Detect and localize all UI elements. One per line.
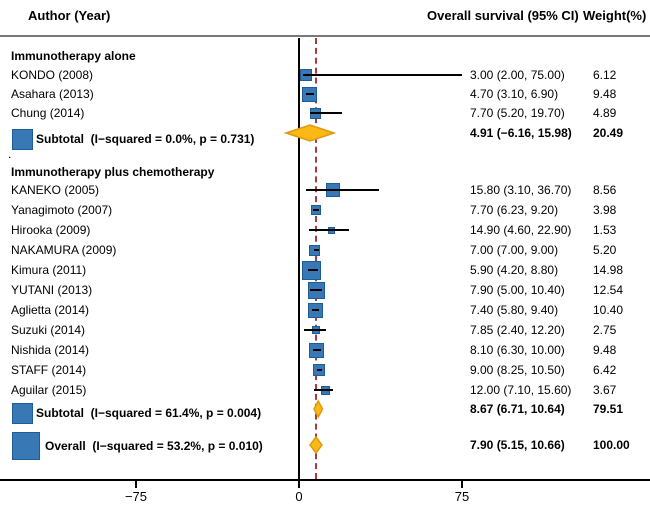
ci-line <box>314 249 319 251</box>
diamond-shape <box>309 435 324 455</box>
weight-text: 14.98 <box>593 263 624 277</box>
ci-line <box>311 309 320 311</box>
ci-line <box>305 93 314 95</box>
study-label: Aglietta (2014) <box>11 303 90 317</box>
study-label: Nishida (2014) <box>11 343 90 357</box>
header-divider-line <box>0 35 650 37</box>
overall-effect-text: 7.90 (5.15, 10.66) <box>470 438 565 452</box>
study-label: Asahara (2013) <box>11 87 94 101</box>
weight-text: 10.40 <box>593 303 624 317</box>
subtotal-weight-marker <box>12 128 33 150</box>
null-effect-line <box>298 38 300 479</box>
overall-label: Overall (I−squared = 53.2%, p = 0.010) <box>45 439 263 453</box>
subtotal-diamond <box>283 124 337 142</box>
weight-text: 9.48 <box>593 87 617 101</box>
study-label: Suzuki (2014) <box>11 323 86 337</box>
ci-line <box>308 229 349 231</box>
study-label: Aguilar (2015) <box>11 383 87 397</box>
weight-text: 3.98 <box>593 203 617 217</box>
study-label: Kimura (2011) <box>11 263 87 277</box>
axis-tick-label: 75 <box>454 489 470 504</box>
effect-text: 7.70 (6.23, 9.20) <box>470 203 559 217</box>
ci-line <box>316 369 322 371</box>
ci-line <box>308 269 319 271</box>
study-label: Hirooka (2009) <box>11 223 91 237</box>
subtotal-effect-text: 4.91 (−6.16, 15.98) <box>470 126 572 140</box>
axis-tick <box>298 481 300 488</box>
ci-line <box>305 189 379 191</box>
effect-text: 7.00 (7.00, 9.00) <box>470 243 559 257</box>
effect-text: 8.10 (6.30, 10.00) <box>470 343 565 357</box>
study-label: KONDO (2008) <box>11 68 94 82</box>
ci-line <box>312 349 321 351</box>
weight-text: 12.54 <box>593 283 624 297</box>
axis-tick-label: −75 <box>124 489 148 504</box>
overall-diamond <box>309 435 324 455</box>
study-label: Chung (2014) <box>11 106 85 120</box>
weight-text: 1.53 <box>593 223 617 237</box>
weight-text: 4.89 <box>593 106 617 120</box>
study-label: KANEKO (2005) <box>11 183 100 197</box>
effect-text: 5.90 (4.20, 8.80) <box>470 263 559 277</box>
weight-column-header: Weight(%) <box>583 8 647 23</box>
study-label: STAFF (2014) <box>11 363 87 377</box>
effect-text: 7.40 (5.80, 9.40) <box>470 303 559 317</box>
overall-weight-text: 100.00 <box>593 438 630 452</box>
group-label: Immunotherapy plus chemotherapy <box>11 165 215 179</box>
x-axis-line <box>0 479 650 481</box>
weight-text: 5.20 <box>593 243 617 257</box>
effect-column-header: Overall survival (95% CI) <box>427 8 579 23</box>
weight-text: 8.56 <box>593 183 617 197</box>
effect-text: 15.80 (3.10, 36.70) <box>470 183 572 197</box>
effect-text: 7.85 (2.40, 12.20) <box>470 323 565 337</box>
study-label: Yanagimoto (2007) <box>11 203 113 217</box>
ci-line <box>310 112 342 114</box>
effect-text: 3.00 (2.00, 75.00) <box>470 68 565 82</box>
effect-text: 14.90 (4.60, 22.90) <box>470 223 572 237</box>
subtotal-effect-text: 8.67 (6.71, 10.64) <box>470 402 565 416</box>
effect-text: 9.00 (8.25, 10.50) <box>470 363 565 377</box>
author-column-header: Author (Year) <box>28 8 111 23</box>
subtotal-label: Subtotal (I−squared = 0.0%, p = 0.731) <box>36 132 255 146</box>
subtotal-diamond <box>312 399 323 419</box>
axis-tick-label: 0 <box>295 489 303 504</box>
diamond-shape <box>312 399 323 419</box>
ci-line <box>314 389 333 391</box>
subtotal-weight-text: 20.49 <box>593 126 624 140</box>
subtotal-weight-text: 79.51 <box>593 402 624 416</box>
effect-text: 4.70 (3.10, 6.90) <box>470 87 559 101</box>
group-label: Immunotherapy alone <box>11 49 136 63</box>
effect-text: 7.90 (5.00, 10.40) <box>470 283 565 297</box>
diamond-shape <box>283 124 337 142</box>
subtotal-weight-marker <box>12 402 33 424</box>
overall-weight-marker <box>12 432 40 460</box>
ci-line <box>303 74 462 76</box>
axis-tick <box>135 481 137 488</box>
axis-tick <box>461 481 463 488</box>
ci-line <box>304 329 326 331</box>
weight-text: 9.48 <box>593 343 617 357</box>
weight-text: 6.42 <box>593 363 617 377</box>
weight-text: 3.67 <box>593 383 617 397</box>
ci-line <box>312 209 319 211</box>
effect-text: 12.00 (7.10, 15.60) <box>470 383 572 397</box>
weight-text: 6.12 <box>593 68 617 82</box>
weight-text: 2.75 <box>593 323 617 337</box>
subtotal-label: Subtotal (I−squared = 61.4%, p = 0.004) <box>36 406 262 420</box>
overall-estimate-dashed-line <box>315 38 318 479</box>
stray-dot: . <box>8 147 12 161</box>
effect-text: 7.70 (5.20, 19.70) <box>470 106 565 120</box>
study-label: YUTANI (2013) <box>11 283 93 297</box>
study-label: NAKAMURA (2009) <box>11 243 117 257</box>
ci-line <box>309 289 322 291</box>
